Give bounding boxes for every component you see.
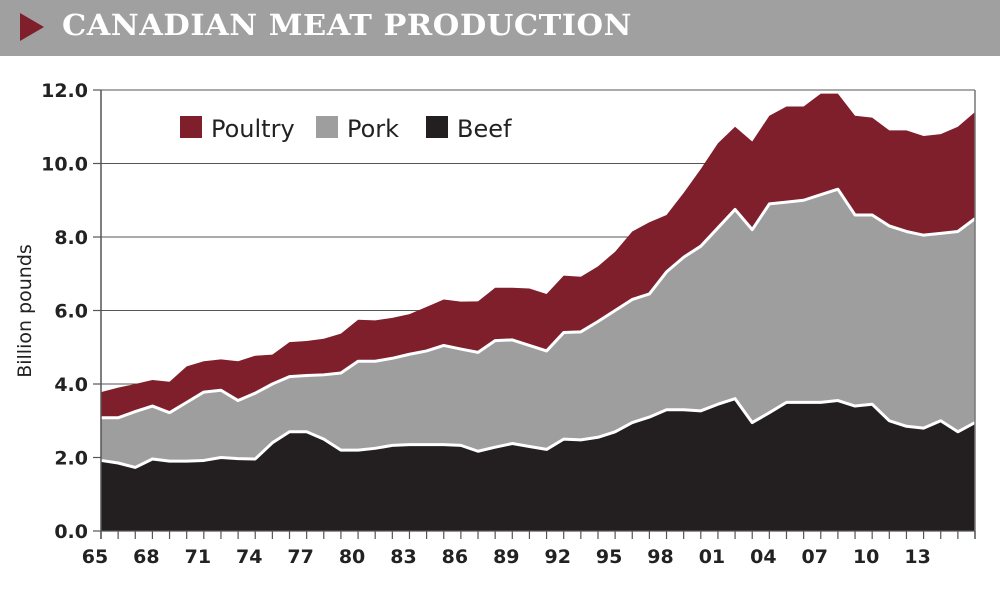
x-tick-label: 07: [802, 546, 828, 568]
chart-title: CANADIAN MEAT PRODUCTION: [62, 8, 632, 42]
series-boundary-pork: [101, 187, 976, 420]
legend-label-poultry: Poultry: [211, 115, 295, 143]
axes: 0.0 2.0 4.0 6.0 8.0 10.0 12.0 65 68 71 74 77 80 83 86 8…: [41, 80, 976, 568]
x-tick-label: 68: [133, 546, 159, 568]
y-tick-label: 8.0: [54, 227, 88, 249]
legend-swatch-pork: [316, 116, 338, 138]
x-tick-label: 10: [853, 546, 879, 568]
area-poultry: [101, 93, 975, 418]
y-tick-label: 4.0: [54, 374, 88, 396]
legend-swatch-beef: [426, 116, 448, 138]
area-beef: [101, 398, 975, 531]
legend-swatch-poultry: [180, 116, 202, 138]
x-tick-label: 95: [596, 546, 622, 568]
x-tick-label: 71: [185, 546, 211, 568]
title-bar: CANADIAN MEAT PRODUCTION: [0, 0, 1000, 56]
y-tick-label: 12.0: [41, 80, 88, 102]
x-tick-label: 80: [339, 546, 365, 568]
x-tick-label: 65: [82, 546, 108, 568]
y-axis-label: Billion pounds: [14, 244, 36, 378]
legend: Poultry Pork Beef: [180, 115, 512, 143]
x-tick-label: 77: [287, 546, 313, 568]
x-tick-label: 89: [493, 546, 519, 568]
y-tick-label: 2.0: [54, 448, 88, 470]
x-tick-label: 86: [442, 546, 468, 568]
series-boundary-beef: [100, 397, 976, 469]
x-tick-label: 04: [750, 546, 776, 568]
y-tick-label: 10.0: [41, 154, 88, 176]
x-tick-label: 98: [647, 546, 673, 568]
x-tick-label: 74: [236, 546, 262, 568]
triangle-marker-icon: [20, 13, 44, 41]
y-tick-label: 0.0: [54, 521, 88, 543]
stacked-area-chart: 0.0 2.0 4.0 6.0 8.0 10.0 12.0 65 68 71 74 77 80 83 86 8…: [14, 80, 976, 568]
y-tick-label: 6.0: [54, 301, 88, 323]
area-pork: [101, 189, 975, 468]
legend-label-beef: Beef: [457, 115, 512, 143]
x-tick-label: 01: [699, 546, 725, 568]
legend-label-pork: Pork: [347, 115, 399, 143]
x-tick-label: 13: [904, 546, 930, 568]
x-tick-label: 92: [544, 546, 570, 568]
areas: [100, 93, 976, 531]
x-tick-label: 83: [390, 546, 416, 568]
